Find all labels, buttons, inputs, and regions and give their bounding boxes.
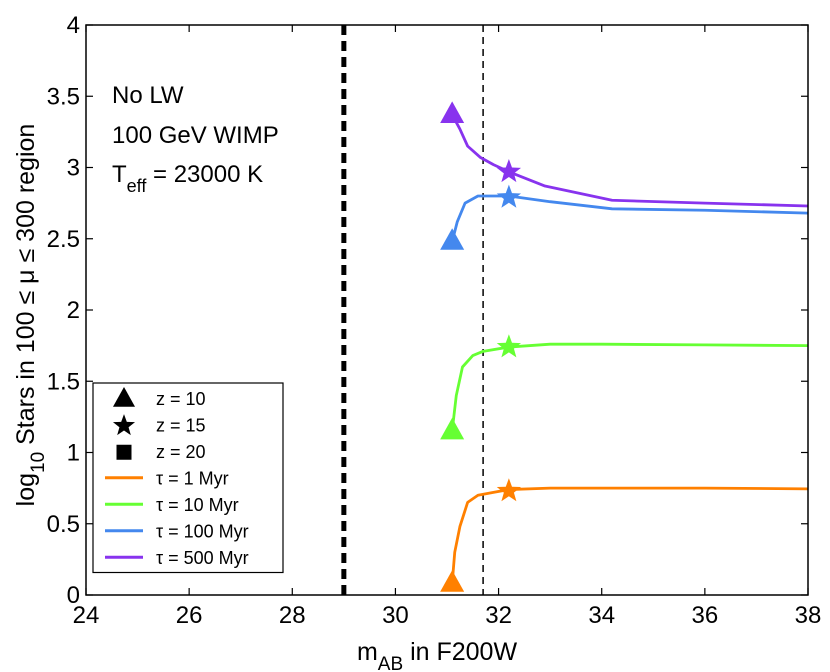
y-tick-label-6: 3	[67, 155, 80, 182]
series-line-1	[450, 342, 809, 432]
x-tick-label-3: 30	[382, 602, 409, 629]
x-tick-label-7: 38	[795, 602, 822, 629]
annotation-no-lw: No LW	[112, 82, 184, 109]
legend: z = 10 z = 15 z = 20 τ = 1 Myr τ = 10 Myr τ =…	[92, 382, 284, 574]
legend-label-1: z = 15	[156, 415, 206, 435]
legend-square-icon	[116, 444, 132, 460]
annotation-teff-rest: = 23000 K	[146, 161, 263, 188]
y-tick-label-0: 0	[67, 582, 80, 609]
series-0-triangle-marker-0	[440, 570, 465, 592]
legend-label-5: τ = 100 Myr	[156, 521, 249, 541]
y-tick-label-7: 3.5	[47, 83, 80, 110]
series-2-star-marker-1	[496, 184, 522, 208]
series-2-triangle-marker-0	[440, 228, 465, 250]
y-axis-label-sub: 10	[28, 452, 49, 473]
series-3-triangle-marker-0	[440, 101, 465, 123]
x-tick-label-5: 34	[588, 602, 615, 629]
x-tick-label-6: 36	[692, 602, 719, 629]
series-line-0	[450, 486, 809, 584]
legend-star-icon	[112, 414, 136, 436]
annotation-teff-main: T	[112, 161, 127, 188]
annotation-group: No LW 100 GeV WIMP Teff = 23000 K	[112, 82, 279, 196]
legend-label-2: z = 20	[156, 442, 206, 462]
series-1-star-marker-1	[496, 334, 522, 358]
legend-triangle-icon	[113, 386, 135, 407]
series-3-star-marker-1	[496, 159, 522, 183]
x-axis-label-rest: in F200W	[403, 638, 517, 666]
x-tick-label-0: 24	[73, 602, 100, 629]
x-axis-label-sub: AB	[378, 654, 403, 672]
legend-label-0: z = 10	[156, 389, 206, 409]
annotation-wimp: 100 GeV WIMP	[112, 122, 279, 149]
annotation-teff: Teff = 23000 K	[112, 161, 263, 196]
series-1-triangle-marker-0	[440, 417, 465, 440]
x-tick-label-4: 32	[485, 602, 512, 629]
x-axis-label: mAB in F200W	[357, 638, 518, 672]
y-tick-label-3: 1.5	[47, 368, 80, 395]
y-axis-label: log10 Stars in 100 ≤ μ ≤ 300 region	[12, 124, 49, 507]
y-tick-label-4: 2	[67, 297, 80, 324]
y-axis-label-rest: Stars in 100 ≤ μ ≤ 300 region	[12, 124, 40, 452]
x-axis-label-main: m	[357, 638, 378, 666]
y-tick-label-2: 1	[67, 440, 80, 467]
legend-label-3: τ = 1 Myr	[156, 468, 229, 488]
x-tick-label-1: 26	[176, 602, 203, 629]
series-line-2	[450, 194, 809, 242]
series-0-star-marker-1	[496, 478, 522, 502]
y-tick-label-1: 0.5	[47, 511, 80, 538]
x-tick-label-2: 28	[279, 602, 306, 629]
series-line-3	[450, 114, 809, 208]
legend-label-4: τ = 10 Myr	[156, 495, 239, 515]
y-axis-label-pre: log	[12, 473, 40, 506]
annotation-teff-sub: eff	[127, 176, 148, 196]
legend-label-6: τ = 500 Myr	[156, 548, 249, 568]
y-tick-label-8: 4	[67, 12, 80, 39]
y-tick-label-5: 2.5	[47, 226, 80, 253]
